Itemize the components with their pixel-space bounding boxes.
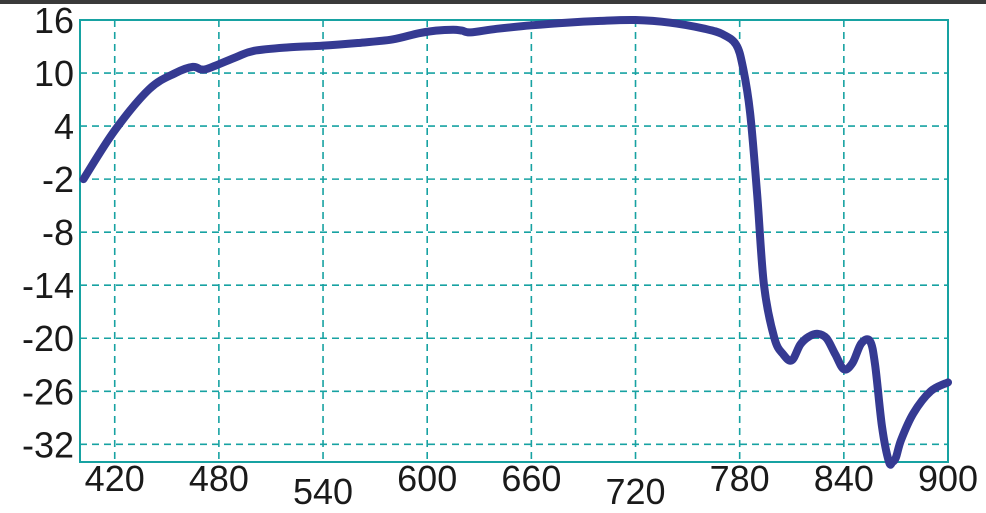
x-tick-label: 480 [189, 458, 249, 499]
x-axis-ticks: 420 480 540 600 660 720 780 840 900 [85, 458, 978, 512]
y-tick-label: -14 [22, 265, 74, 306]
x-tick-label: 600 [397, 458, 457, 499]
x-tick-label: 420 [85, 458, 145, 499]
x-tick-label: 780 [710, 458, 770, 499]
y-tick-label: -8 [42, 212, 74, 253]
y-tick-label: -26 [22, 371, 74, 412]
plot-frame [79, 19, 949, 463]
x-tick-label: 900 [918, 458, 978, 499]
x-tick-label: 660 [501, 458, 561, 499]
y-tick-label: 16 [34, 0, 74, 41]
x-tick-label: 720 [605, 471, 665, 512]
y-tick-label: -20 [22, 318, 74, 359]
series-line-0 [79, 15, 952, 469]
top-border-bar [0, 0, 986, 4]
y-tick-label: -2 [42, 159, 74, 200]
x-tick-label: 540 [293, 471, 353, 512]
y-tick-label: 4 [54, 106, 74, 147]
x-tick-label: 840 [814, 458, 874, 499]
y-tick-label: 10 [34, 53, 74, 94]
y-axis-ticks: 16 10 4 -2 -8 -14 -20 -26 -32 [22, 0, 74, 465]
y-tick-label: -32 [22, 424, 74, 465]
series-layer [79, 15, 952, 469]
grid [80, 19, 949, 462]
